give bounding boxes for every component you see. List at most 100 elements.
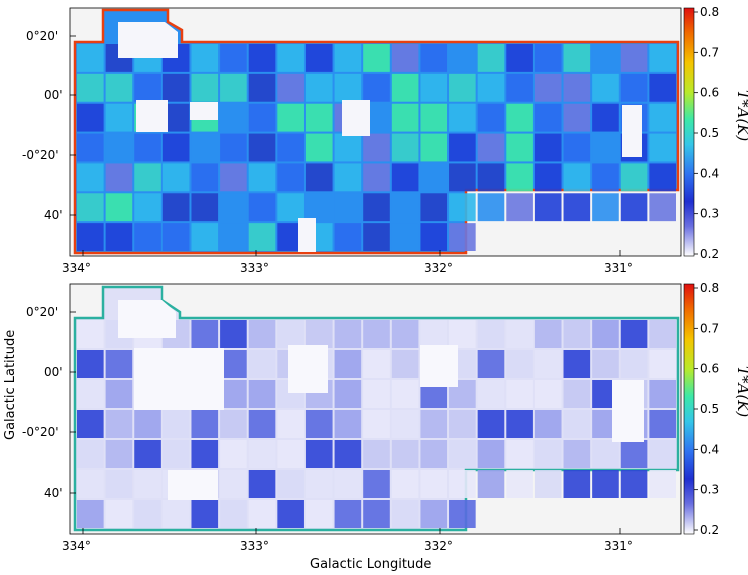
bottom-xtick-2: 332° <box>424 539 453 553</box>
top-ytick-2: -0°20' <box>22 148 59 162</box>
map-tile <box>563 103 591 132</box>
map-tile <box>420 440 448 468</box>
map-tile <box>363 163 390 192</box>
colorbar-tick-label: 0.4 <box>700 166 719 180</box>
bottom-xtick-0: 334° <box>62 539 91 553</box>
map-tile <box>105 350 133 378</box>
map-tile <box>420 320 448 348</box>
map-tile <box>77 500 104 528</box>
map-tile <box>277 163 304 192</box>
map-tile <box>220 73 247 102</box>
map-tile <box>305 44 333 72</box>
colorbar-tick-label: 0.4 <box>700 442 719 456</box>
map-tile <box>305 163 333 192</box>
map-tile <box>449 133 476 162</box>
map-tile <box>248 410 276 438</box>
top-ytick-1: 00' <box>44 88 63 102</box>
map-tile <box>77 193 104 222</box>
map-tile <box>620 350 648 378</box>
colorbar-tick-label: 0.7 <box>700 321 719 335</box>
map-tile <box>534 440 562 468</box>
top-xtick-1: 333° <box>240 261 269 275</box>
map-tile <box>77 440 104 468</box>
map-tile <box>105 133 133 162</box>
map-tile <box>220 133 247 162</box>
map-tile <box>77 350 104 378</box>
map-tile <box>420 500 448 528</box>
map-tile <box>134 193 161 222</box>
map-tile <box>420 103 448 132</box>
y-axis-title: Galactic Latitude <box>3 330 18 440</box>
map-tile <box>391 193 419 222</box>
map-tile <box>477 73 505 102</box>
top-colorbar <box>683 7 695 257</box>
map-tile <box>248 223 276 251</box>
top-panel: 0°20' 00' -0°20' 40' 334° 333° 332° 331°… <box>22 5 748 275</box>
map-tile <box>391 223 419 251</box>
map-tile <box>105 410 133 438</box>
map-tile <box>363 133 390 162</box>
top-tiles <box>77 44 676 251</box>
bottom-colorbar-label: T*A(K) <box>734 366 748 417</box>
map-tile <box>305 320 333 348</box>
bottom-xtick-1: 333° <box>240 539 269 553</box>
map-tile <box>391 380 419 408</box>
map-tile <box>305 133 333 162</box>
map-tile <box>477 440 505 468</box>
map-tile <box>305 440 333 468</box>
bottom-ytick-3: 40' <box>44 486 63 500</box>
map-tile <box>305 470 333 498</box>
map-tile <box>220 44 247 72</box>
map-tile <box>477 380 505 408</box>
map-tile <box>77 44 104 72</box>
map-tile <box>334 350 362 378</box>
map-tile <box>563 350 591 378</box>
map-tile <box>105 163 133 192</box>
map-tile <box>649 103 676 132</box>
map-tile <box>563 193 591 222</box>
map-tile <box>449 44 476 72</box>
map-tile <box>449 163 476 192</box>
map-tile <box>449 193 476 222</box>
map-tile <box>248 380 276 408</box>
map-tile <box>77 163 104 192</box>
top-colorbar-ticks: 0.8 0.7 0.6 0.5 0.4 0.3 0.2 <box>694 5 719 261</box>
map-tile <box>77 223 104 251</box>
map-tile <box>534 163 562 192</box>
map-tile <box>134 133 161 162</box>
map-tile <box>477 350 505 378</box>
top-xtick-3: 331° <box>604 261 633 275</box>
map-tile <box>334 73 362 102</box>
map-tile <box>363 44 390 72</box>
map-tile <box>105 73 133 102</box>
map-tile <box>506 470 533 498</box>
top-blank-regions <box>118 22 642 252</box>
map-tile <box>592 193 619 222</box>
map-tile <box>77 470 104 498</box>
map-tile <box>134 163 161 192</box>
map-tile <box>620 320 648 348</box>
map-tile <box>391 350 419 378</box>
map-tile <box>363 73 390 102</box>
map-tile <box>277 44 304 72</box>
bottom-colorbar-ticks: 0.8 0.7 0.6 0.5 0.4 0.3 0.2 <box>694 281 719 537</box>
map-tile <box>162 440 190 468</box>
map-tile <box>105 440 133 468</box>
map-tile <box>162 73 190 102</box>
map-tile <box>563 73 591 102</box>
map-tile <box>162 193 190 222</box>
map-tile <box>391 163 419 192</box>
map-tile <box>592 73 619 102</box>
bottom-panel: 0°20' 00' -0°20' 40' 334° 333° 332° 331°… <box>22 281 748 553</box>
map-tile <box>534 133 562 162</box>
map-tile <box>649 380 676 408</box>
map-tile <box>506 380 533 408</box>
map-tile <box>77 320 104 348</box>
map-tile <box>449 223 476 251</box>
map-tile <box>191 320 219 348</box>
map-tile <box>277 470 304 498</box>
map-tile <box>506 350 533 378</box>
colorbar-tick-label: 0.8 <box>700 281 719 295</box>
map-tile <box>592 133 619 162</box>
